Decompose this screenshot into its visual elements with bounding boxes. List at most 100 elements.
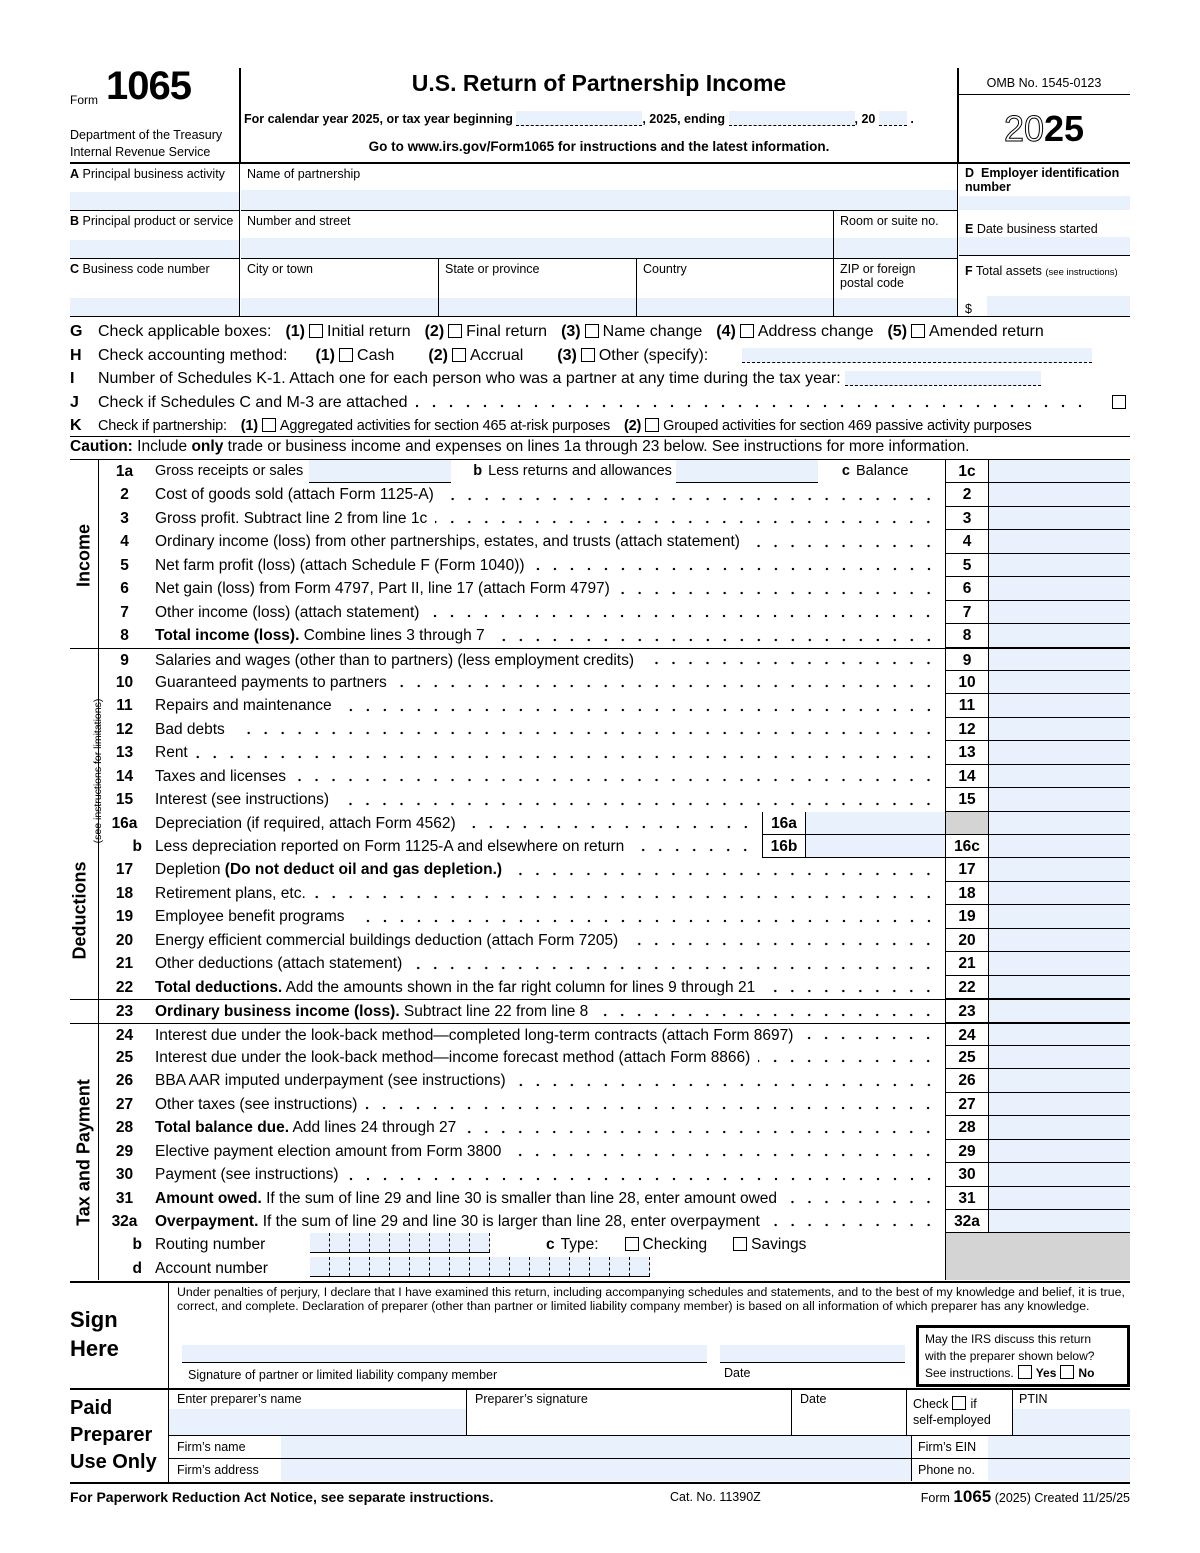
partner-signature-input[interactable] (182, 1345, 707, 1363)
line-number: 6 (98, 577, 150, 601)
line-13-amount-input[interactable] (988, 741, 1130, 765)
line-3-amount-input[interactable] (988, 506, 1130, 531)
ein-input[interactable] (959, 196, 1130, 210)
ptin-input[interactable] (1013, 1409, 1130, 1435)
line-description: Amount owed. If the sum of line 29 and l… (150, 1186, 945, 1210)
firm-address-input[interactable] (281, 1459, 911, 1481)
line-19-amount-input[interactable] (988, 905, 1130, 929)
line-31-amount-input[interactable] (988, 1186, 1130, 1210)
line-18-amount-input[interactable] (988, 881, 1130, 906)
business-code-input[interactable] (70, 298, 239, 316)
zip-input[interactable] (834, 298, 957, 316)
line-b-amount-input[interactable] (988, 835, 1130, 859)
tax-year-end-input[interactable] (728, 111, 855, 126)
line-23-amount-input[interactable] (988, 1000, 1130, 1023)
phone-input[interactable] (988, 1459, 1130, 1481)
g-option-checkbox[interactable] (739, 324, 754, 338)
line-15-amount-input[interactable] (988, 788, 1130, 812)
form-line: 7 Other income (loss) (attach statement) 7 (70, 600, 1130, 625)
line-11-amount-input[interactable] (988, 694, 1130, 718)
line-label: Other deductions (attach statement) (155, 955, 403, 973)
firm-name-input[interactable] (281, 1436, 911, 1458)
h-option-checkbox[interactable] (339, 347, 354, 362)
account-number-input[interactable] (310, 1256, 650, 1277)
line-16a-amount-input[interactable] (805, 811, 945, 835)
line-description: Cost of goods sold (attach Form 1125-A) (150, 483, 945, 507)
line-16b-amount-input[interactable] (805, 835, 945, 859)
line-box-label: 9 (945, 648, 988, 671)
total-assets-input[interactable] (987, 296, 1130, 316)
tax-year-line: For calendar year 2025, or tax year begi… (244, 111, 914, 126)
line-30-amount-input[interactable] (988, 1163, 1130, 1187)
preparer-name-input[interactable] (169, 1409, 466, 1435)
line-4-amount-input[interactable] (988, 530, 1130, 554)
checking-checkbox[interactable] (624, 1237, 639, 1252)
line-14-amount-input[interactable] (988, 764, 1130, 789)
line-32a-amount-input[interactable] (988, 1210, 1130, 1234)
other-method-input[interactable] (742, 347, 1093, 363)
line-6-amount-input[interactable] (988, 577, 1130, 601)
g-option-checkbox[interactable] (448, 324, 463, 338)
street-input[interactable] (241, 238, 833, 258)
line-24-amount-input[interactable] (988, 1023, 1130, 1046)
line-20-amount-input[interactable] (988, 928, 1130, 953)
line-10-amount-input[interactable] (988, 670, 1130, 695)
k1-count-input[interactable] (845, 371, 1042, 386)
principal-product-input[interactable] (70, 240, 239, 258)
line-label: Combine lines 3 through 7 (299, 627, 485, 645)
g-option-checkbox[interactable] (584, 324, 599, 338)
check-option-k-1: (1) Aggregated activities for section 465… (241, 418, 610, 434)
k-option-checkbox[interactable] (261, 418, 276, 432)
section-gutter (70, 1233, 98, 1256)
g-option-checkbox[interactable] (911, 324, 926, 338)
line-12-amount-input[interactable] (988, 717, 1130, 742)
section-gutter (70, 460, 98, 483)
omb-number: OMB No. 1545-0123 (986, 76, 1102, 90)
sign-date-label: Date (724, 1366, 751, 1380)
routing-number-input[interactable] (310, 1233, 490, 1254)
line-17-amount-input[interactable] (988, 858, 1130, 882)
inner-box-label: 16b (762, 835, 805, 859)
state-input[interactable] (439, 298, 636, 316)
dot-leader (763, 975, 937, 1000)
tax-year-begin-input[interactable] (516, 111, 643, 126)
line-label-bold: Ordinary business income (loss). (155, 1003, 400, 1021)
returns-allowances-input[interactable] (675, 460, 818, 484)
form-line: 26 BBA AAR imputed underpayment (see inst… (70, 1069, 1130, 1093)
line-26-amount-input[interactable] (988, 1069, 1130, 1093)
line-27-amount-input[interactable] (988, 1092, 1130, 1117)
discuss-yes-checkbox[interactable] (1017, 1365, 1032, 1379)
dept-treasury: Department of the Treasury (70, 128, 223, 142)
line-1c-amount-input[interactable] (988, 460, 1130, 484)
line-16a-amount-input[interactable] (988, 811, 1130, 835)
room-input[interactable] (834, 238, 957, 258)
gross-receipts-input[interactable] (309, 460, 452, 484)
date-started-input[interactable] (959, 237, 1130, 255)
tax-year-end-year-input[interactable] (878, 111, 907, 126)
partnership-name-input[interactable] (241, 190, 957, 210)
line-5-amount-input[interactable] (988, 553, 1130, 578)
savings-checkbox[interactable] (733, 1237, 748, 1252)
country-input[interactable] (637, 298, 833, 316)
principal-business-activity-input[interactable] (70, 192, 239, 210)
k-option-checkbox[interactable] (645, 418, 660, 432)
line-21-amount-input[interactable] (988, 952, 1130, 976)
h-option-checkbox[interactable] (580, 347, 595, 362)
line-2-amount-input[interactable] (988, 483, 1130, 507)
discuss-no-checkbox[interactable] (1060, 1365, 1075, 1379)
g-option-checkbox[interactable] (309, 324, 323, 338)
line-28-amount-input[interactable] (988, 1116, 1130, 1140)
line-8-amount-input[interactable] (988, 624, 1130, 648)
h-option-checkbox[interactable] (451, 347, 466, 362)
line-29-amount-input[interactable] (988, 1139, 1130, 1164)
sign-date-input[interactable] (720, 1345, 905, 1363)
firm-ein-input[interactable] (988, 1436, 1130, 1458)
line-7-amount-input[interactable] (988, 600, 1130, 625)
city-input[interactable] (241, 298, 438, 316)
line-9-amount-input[interactable] (988, 648, 1130, 671)
line-22-amount-input[interactable] (988, 975, 1130, 1000)
form-line: 29 Elective payment election amount from … (70, 1139, 1130, 1164)
self-employed-checkbox[interactable] (952, 1396, 967, 1410)
schedules-c-m3-checkbox[interactable] (1112, 394, 1126, 409)
line-25-amount-input[interactable] (988, 1045, 1130, 1070)
